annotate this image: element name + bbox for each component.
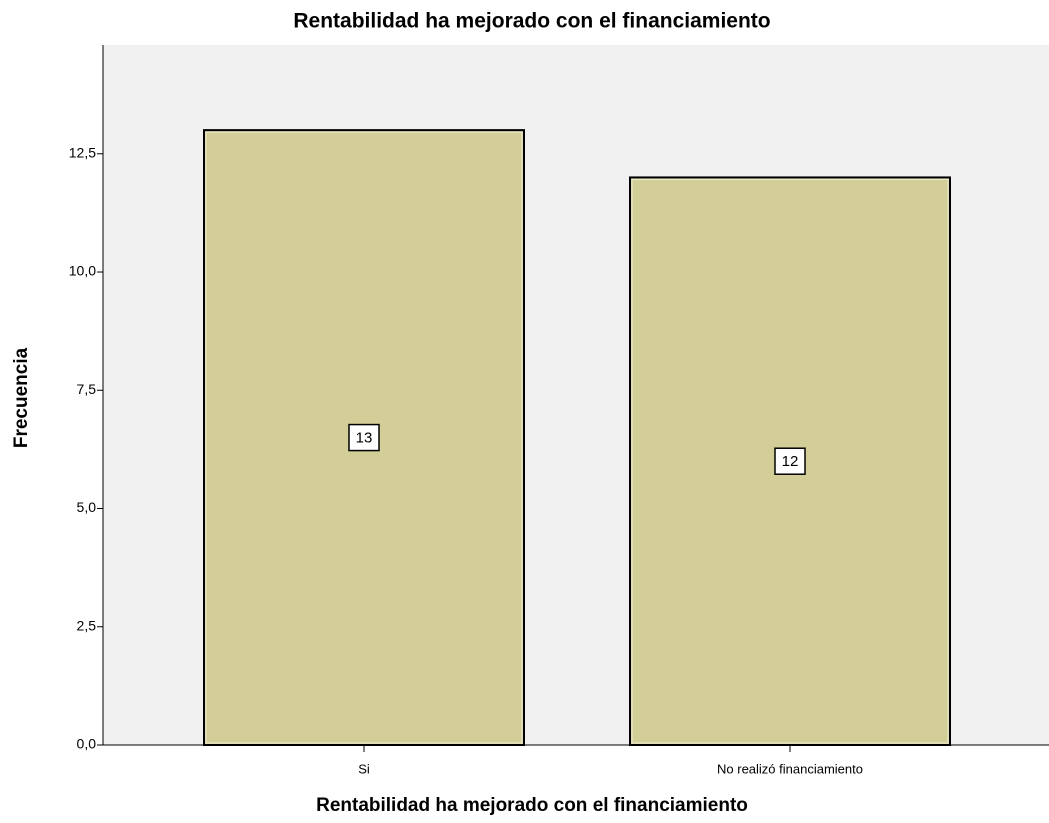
y-tick-label: 0,0 — [77, 736, 97, 752]
value-label-box — [774, 447, 806, 475]
chart-title: Rentabilidad ha mejorado con el financia… — [293, 10, 770, 33]
value-label-box — [348, 423, 380, 452]
y-axis-title: Frecuencia — [11, 347, 32, 448]
y-tick-label: 2,5 — [77, 617, 97, 633]
bar-highlight — [631, 178, 949, 744]
value-label: 13 — [356, 430, 373, 447]
x-tick-label: Si — [358, 761, 370, 776]
bar-highlight — [205, 131, 523, 744]
y-tick-label: 12,5 — [69, 144, 96, 160]
value-label: 12 — [782, 453, 799, 470]
y-tick-label: 5,0 — [77, 499, 97, 515]
x-tick-label: No realizó financiamiento — [717, 761, 863, 776]
bar — [203, 129, 525, 746]
y-tick-label: 10,0 — [69, 263, 96, 279]
y-tick-label: 7,5 — [77, 381, 97, 397]
x-axis-title: Rentabilidad ha mejorado con el financia… — [316, 795, 748, 816]
